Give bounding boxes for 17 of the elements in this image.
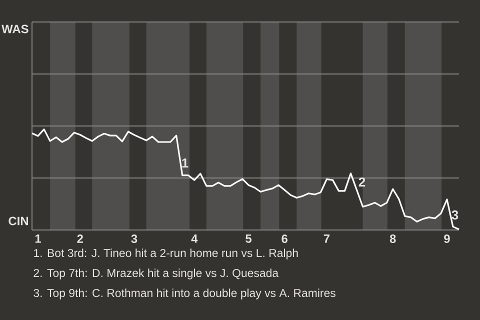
annotation: 3	[452, 210, 458, 220]
x-tick-label: 6	[282, 234, 288, 243]
annotation: 1	[182, 158, 188, 168]
text: 2. Top 7th: D. Mrazek hit a single vs J. Quesada	[34, 268, 279, 280]
x-tick-label: 7	[324, 234, 330, 243]
x-tick-label: 2	[77, 234, 83, 243]
text: 3. Top 9th: C. Rothman hit into a double play vs A. Ramires	[34, 288, 336, 300]
x-tick-label: 1	[35, 234, 42, 243]
x-tick-label: 5	[246, 234, 252, 243]
x-tick-label: 3	[131, 234, 138, 244]
annotation: 2	[358, 177, 366, 187]
text: CIN	[8, 216, 28, 226]
x-tick-label: 4	[191, 234, 198, 243]
text: 1. Bot 3rd: J. Tineo hit a 2-run home run vs L. Ralph	[34, 248, 298, 260]
text: WAS	[2, 24, 28, 34]
x-tick-label: 8	[390, 234, 396, 243]
x-tick-label: 9	[444, 234, 450, 243]
